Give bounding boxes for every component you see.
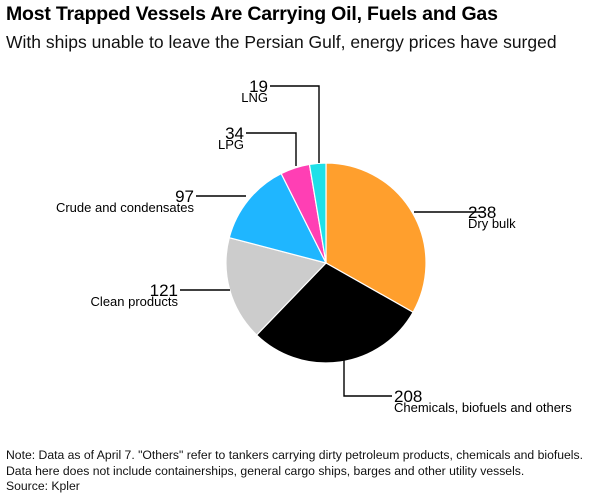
- data-label-name-crude-and-condensates: Crude and condensates: [56, 200, 195, 215]
- data-label-value-chemicals-biofuels-and-others: 208: [394, 387, 422, 406]
- leader-line-lng: [270, 85, 320, 163]
- data-label-name-dry-bulk: Dry bulk: [468, 216, 516, 231]
- leader-line-lpg: [246, 132, 297, 166]
- note-line-2: Data here does not include containership…: [6, 463, 525, 478]
- data-label-value-lpg: 34: [225, 124, 244, 143]
- data-label-value-dry-bulk: 238: [468, 203, 496, 222]
- footer: Note: Data as of April 7. "Others" refer…: [6, 448, 583, 495]
- pie-slice-lng: [308, 162, 327, 264]
- pie-slice-chemicals-biofuels-and-others: [255, 262, 414, 364]
- data-label-name-clean-products: Clean products: [91, 294, 179, 309]
- data-label-name-lng: LNG: [241, 90, 268, 105]
- data-label-value-clean-products: 121: [150, 281, 178, 300]
- note-line-1: Note: Data as of April 7. "Others" refer…: [6, 448, 583, 462]
- data-label-name-chemicals-biofuels-and-others: Chemicals, biofuels and others: [394, 400, 572, 415]
- pie-slice-dry-bulk: [325, 162, 427, 314]
- data-label-name-lpg: LPG: [218, 137, 244, 152]
- chart-subtitle: With ships unable to leave the Persian G…: [6, 32, 557, 52]
- data-label-value-crude-and-condensates: 97: [175, 187, 194, 206]
- pie-slice-crude-and-condensates: [228, 172, 328, 264]
- data-label-value-lng: 19: [249, 77, 268, 96]
- source-line: Source: Kpler: [6, 479, 80, 493]
- chart-title: Most Trapped Vessels Are Carrying Oil, F…: [6, 3, 498, 25]
- leader-line-chemicals-biofuels-and-others: [343, 359, 392, 397]
